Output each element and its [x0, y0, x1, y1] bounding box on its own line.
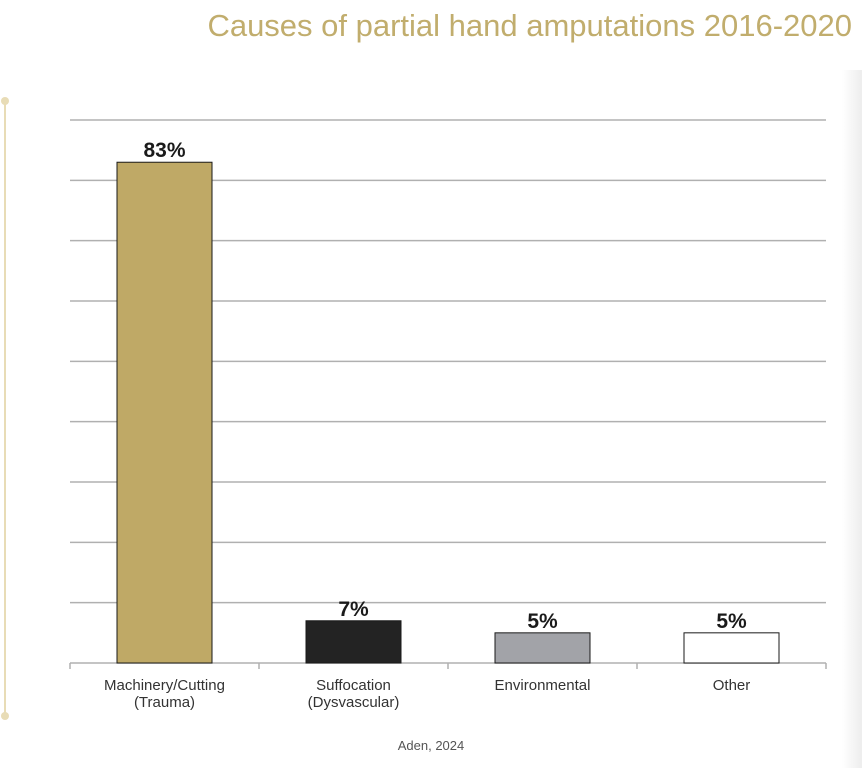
category-label: Other	[713, 677, 751, 694]
data-label: 83%	[143, 139, 185, 162]
decorative-dot-top	[1, 97, 9, 105]
chart-title: Causes of partial hand amputations 2016-…	[207, 8, 852, 43]
data-label: 7%	[338, 598, 369, 621]
source-citation: Aden, 2024	[397, 738, 465, 753]
bar	[494, 632, 591, 664]
bar	[683, 632, 780, 664]
bar	[116, 161, 213, 664]
category-label: Suffocation	[316, 677, 391, 694]
category-label: Environmental	[495, 677, 591, 694]
category-label: (Dysvascular)	[308, 694, 400, 711]
category-label: (Trauma)	[134, 694, 195, 711]
slide-edge-shadow	[842, 70, 862, 768]
bar	[305, 620, 402, 664]
decorative-dot-bottom	[1, 712, 9, 720]
category-label: Machinery/Cutting	[104, 677, 225, 694]
decorative-left-line	[4, 100, 6, 716]
data-label: 5%	[716, 610, 747, 633]
bar-chart: 83% Machinery/Cutting(Trauma) 7% Suffocatio…	[69, 119, 827, 711]
data-label: 5%	[527, 610, 558, 633]
